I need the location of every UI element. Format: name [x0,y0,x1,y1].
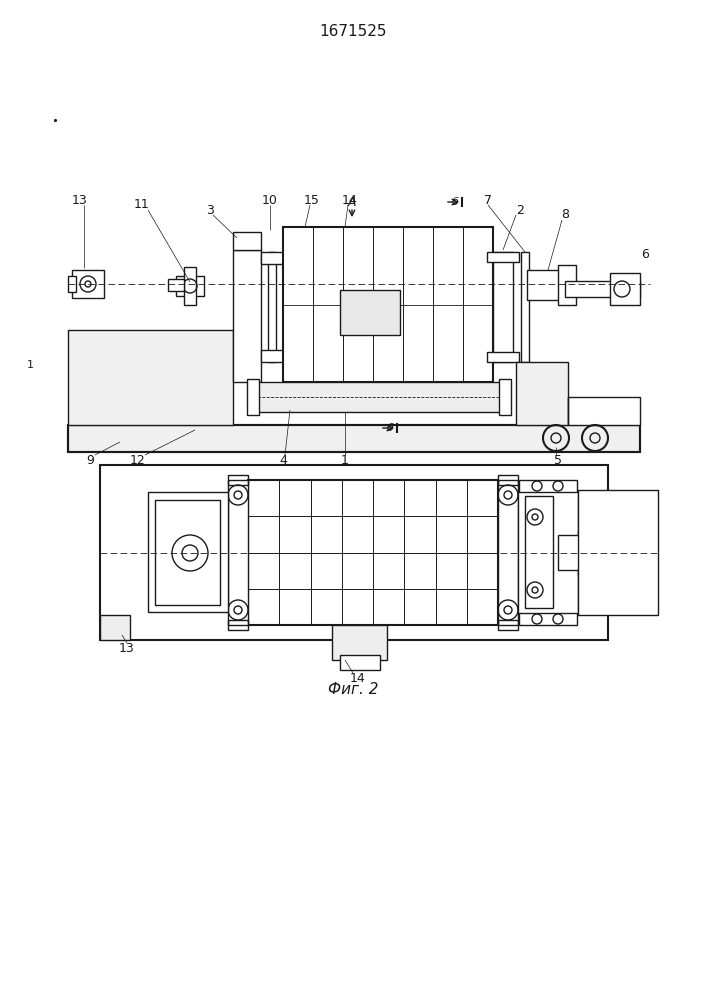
Bar [233,250,261,382]
Text: Фиг. 2: Фиг. 2 [328,682,378,698]
Text: 14: 14 [342,194,358,207]
Bar [68,330,233,425]
Text: 6: 6 [641,248,649,261]
Bar [268,252,276,362]
Bar [499,379,511,415]
Bar [168,279,184,291]
Bar [340,655,380,670]
Bar [340,290,400,335]
Bar [518,490,578,615]
Text: 2: 2 [516,204,524,217]
Bar [525,496,553,608]
Bar [578,531,628,575]
Bar [498,620,518,630]
Text: 3: 3 [206,204,214,217]
Bar [521,252,529,362]
Bar [248,480,498,625]
Bar [527,270,567,300]
Bar [148,492,228,612]
Text: A: A [348,196,356,209]
Bar [228,480,248,625]
Text: 5: 5 [554,454,562,466]
Bar [247,379,259,415]
Text: 7: 7 [484,194,492,207]
Bar [72,270,104,298]
Bar [228,620,248,630]
Text: 11: 11 [134,198,150,212]
Bar [233,232,261,250]
Text: 1: 1 [341,454,349,466]
Bar [487,252,519,262]
Bar [519,480,577,492]
Bar [493,252,513,362]
Bar [487,352,519,362]
Text: 10: 10 [262,194,278,207]
Bar [498,480,518,625]
Bar [610,273,640,305]
Text: 8: 8 [561,209,569,222]
Text: Фиг.1: Фиг.1 [330,471,376,486]
Text: 1671525: 1671525 [320,24,387,39]
Text: б: б [452,197,458,207]
Bar [558,535,583,570]
Bar [578,490,658,615]
Bar [261,252,283,264]
Bar [261,350,283,362]
Bar [568,397,640,425]
Bar [68,276,76,292]
Text: 1: 1 [26,360,33,370]
Bar [558,265,576,305]
Bar [100,465,608,640]
Text: б: б [387,423,393,433]
Bar [184,267,196,305]
Bar [155,500,220,605]
Text: 15: 15 [304,194,320,207]
Bar [176,276,204,296]
Bar [565,281,640,297]
Text: 9: 9 [86,454,94,466]
Bar [283,227,493,382]
Bar [516,362,568,425]
Bar [68,425,640,452]
Text: 13: 13 [119,642,135,654]
Bar [100,615,130,640]
Bar [498,475,518,485]
Text: 14: 14 [350,672,366,684]
Bar [519,613,577,625]
Text: 4: 4 [301,504,309,516]
Text: 12: 12 [130,454,146,466]
Text: 13: 13 [72,194,88,207]
Bar [253,382,503,412]
Bar [332,625,387,660]
Bar [228,475,248,485]
Text: 4: 4 [279,454,287,466]
Text: Вид A: Вид A [329,499,377,513]
